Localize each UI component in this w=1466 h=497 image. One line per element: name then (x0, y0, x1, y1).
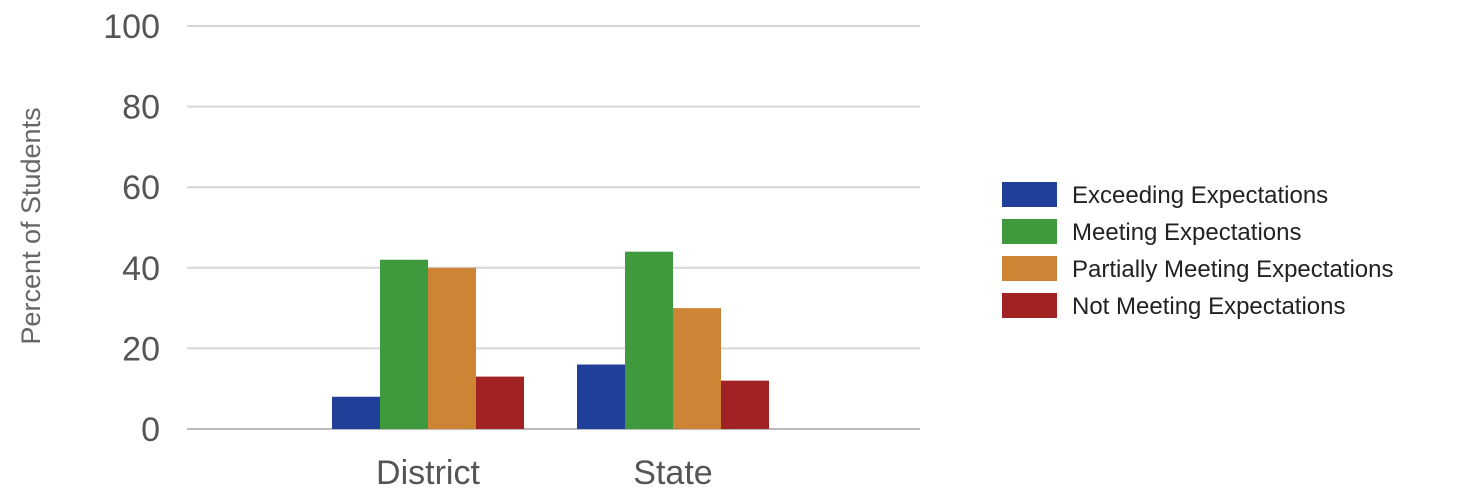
x-category-label: State (633, 454, 712, 492)
bar-district-meeting-expectations (380, 259, 428, 429)
y-tick-label: 80 (122, 89, 160, 127)
bar-state-exceeding-expectations (577, 364, 625, 429)
legend-swatch (1002, 219, 1057, 244)
legend: Exceeding Expectations Meeting Expectatio… (1002, 182, 1394, 320)
bar-state-meeting-expectations (625, 251, 673, 429)
legend-swatch (1002, 293, 1057, 318)
legend-label: Not Meeting Expectations (1072, 293, 1345, 320)
bars (332, 251, 769, 429)
legend-label: Meeting Expectations (1072, 219, 1301, 246)
bar-state-partially-meeting-expectations (673, 308, 721, 429)
bar-district-not-meeting-expectations (476, 376, 524, 429)
y-tick-label: 40 (122, 250, 160, 288)
legend-label: Exceeding Expectations (1072, 182, 1328, 209)
x-axis-categories: District State (376, 454, 713, 492)
x-category-label: District (376, 454, 480, 492)
legend-swatch (1002, 182, 1057, 207)
gridlines (187, 25, 920, 430)
y-axis-ticks: 0 20 40 60 80 100 (103, 8, 160, 449)
y-tick-label: 20 (122, 330, 160, 368)
bar-state-not-meeting-expectations (721, 380, 769, 429)
y-tick-label: 60 (122, 169, 160, 207)
y-tick-label: 100 (103, 8, 160, 46)
y-axis-title: Percent of Students (16, 107, 46, 344)
bar-district-exceeding-expectations (332, 396, 380, 429)
legend-label: Partially Meeting Expectations (1072, 256, 1394, 283)
legend-swatch (1002, 256, 1057, 281)
bar-district-partially-meeting-expectations (428, 267, 476, 429)
y-tick-label: 0 (141, 411, 160, 449)
